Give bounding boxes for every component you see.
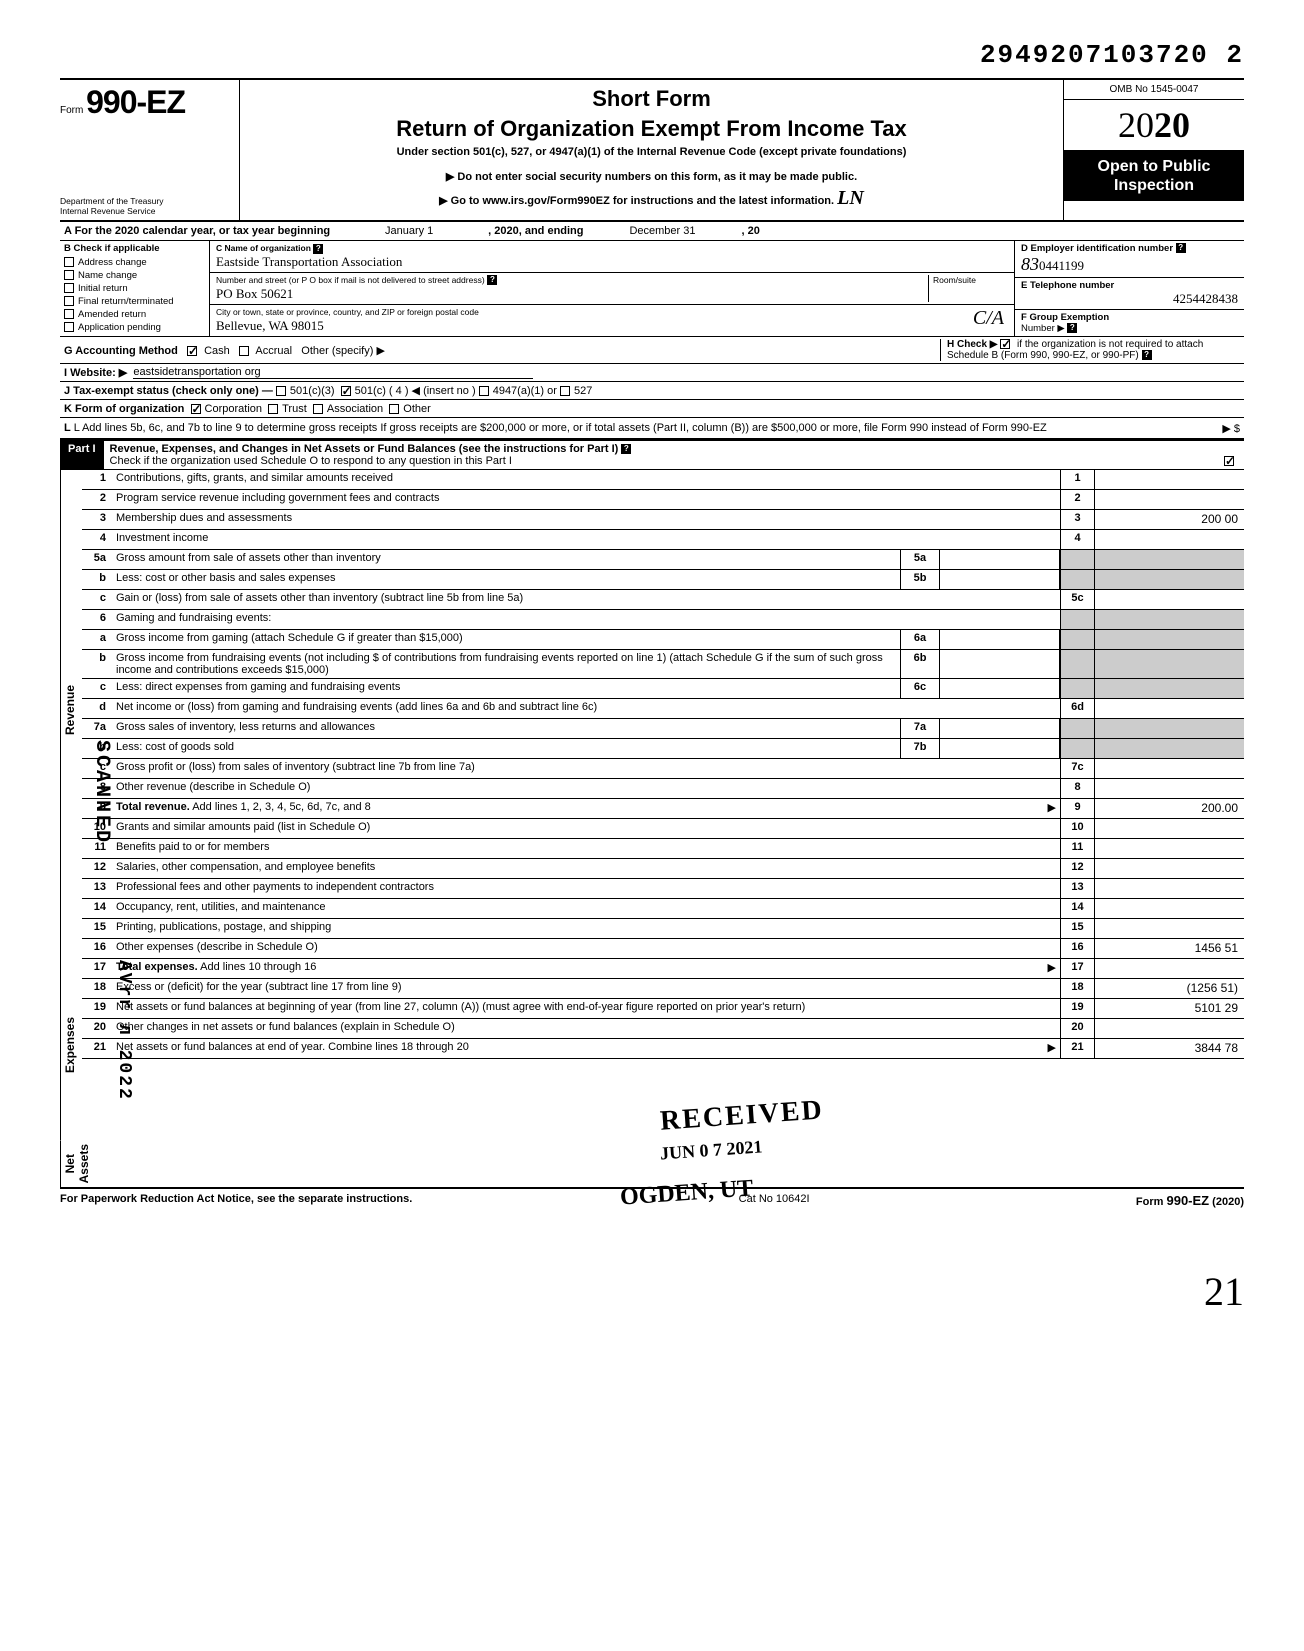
chk-corporation[interactable] [191,404,201,414]
table-row: 16Other expenses (describe in Schedule O… [82,939,1244,959]
entity-info-block: B Check if applicable Address change Nam… [60,241,1244,337]
chk-name-change[interactable]: Name change [60,269,209,282]
org-name: Eastside Transportation Association [216,254,402,269]
side-net-assets: Net Assets [60,1140,82,1187]
chk-amended-return[interactable]: Amended return [60,308,209,321]
page-number: 21 [60,1268,1244,1315]
help-icon: ? [1176,243,1186,253]
table-row: 15Printing, publications, postage, and s… [82,919,1244,939]
phone: 4254428438 [1021,291,1238,307]
table-row: bLess: cost of goods sold7b [82,739,1244,759]
table-row: bGross income from fundraising events (n… [82,650,1244,679]
table-row: 2Program service revenue including gover… [82,490,1244,510]
table-row: cGain or (loss) from sale of assets othe… [82,590,1244,610]
note-ssn: ▶ Do not enter social security numbers o… [250,170,1053,183]
table-row: 21Net assets or fund balances at end of … [82,1039,1244,1059]
table-row: 19Net assets or fund balances at beginni… [82,999,1244,1019]
chk-4947[interactable] [479,386,489,396]
side-expenses: Expenses [60,950,82,1140]
form-number: Form 990-EZ [60,84,233,121]
form-title: Return of Organization Exempt From Incom… [250,116,1053,142]
table-row: 5aGross amount from sale of assets other… [82,550,1244,570]
stamp-side-date: AVrr л 2022 [114,960,134,1101]
stamp-scanned: SCANNED [90,740,113,845]
table-row: 14Occupancy, rent, utilities, and mainte… [82,899,1244,919]
table-row: 1Contributions, gifts, grants, and simil… [82,470,1244,490]
help-icon: ? [621,444,631,454]
tax-year: 2020 [1064,100,1244,151]
chk-address-change[interactable]: Address change [60,256,209,269]
chk-schedule-o[interactable] [1224,456,1234,466]
table-row: 11Benefits paid to or for members11 [82,839,1244,859]
table-row: 20Other changes in net assets or fund ba… [82,1019,1244,1039]
form-subtitle: Under section 501(c), 527, or 4947(a)(1)… [250,146,1053,158]
signature-initials: LN [837,187,864,209]
short-form-title: Short Form [250,86,1053,112]
chk-501c3[interactable] [276,386,286,396]
table-row: 8Other revenue (describe in Schedule O)8 [82,779,1244,799]
document-id: 2949207103720 2 [60,40,1244,70]
table-row: cGross profit or (loss) from sales of in… [82,759,1244,779]
chk-other[interactable] [389,404,399,414]
open-to-public: Open to Public Inspection [1064,151,1244,201]
page-footer: For Paperwork Reduction Act Notice, see … [60,1187,1244,1208]
ein: 0441199 [1039,258,1084,273]
table-row: 13Professional fees and other payments t… [82,879,1244,899]
table-row: 9Total revenue. Add lines 1, 2, 3, 4, 5c… [82,799,1244,819]
table-row: 12Salaries, other compensation, and empl… [82,859,1244,879]
help-icon: ? [313,244,323,254]
chk-association[interactable] [313,404,323,414]
initials: C/A [973,307,1004,330]
table-row: 7aGross sales of inventory, less returns… [82,719,1244,739]
table-row: 3Membership dues and assessments3200 00 [82,510,1244,530]
note-url: ▶ Go to www.irs.gov/Form990EZ for instru… [250,187,1053,210]
chk-schedule-b[interactable] [1000,339,1010,349]
line-l: L L Add lines 5b, 6c, and 7b to line 9 t… [60,418,1244,439]
chk-501c[interactable] [341,386,351,396]
department: Department of the Treasury Internal Reve… [60,197,233,216]
table-row: aGross income from gaming (attach Schedu… [82,630,1244,650]
org-address: PO Box 50621 [216,286,293,301]
table-row: cLess: direct expenses from gaming and f… [82,679,1244,699]
line-j: J Tax-exempt status (check only one) — 5… [60,382,1244,400]
chk-application-pending[interactable]: Application pending [60,321,209,334]
table-row: 17Total expenses. Add lines 10 through 1… [82,959,1244,979]
form-header: Form 990-EZ Department of the Treasury I… [60,78,1244,222]
help-icon: ? [1067,323,1077,333]
chk-cash[interactable] [187,346,197,356]
table-row: 6Gaming and fundraising events: [82,610,1244,630]
line-i: I Website: ▶ eastsidetransportation org [60,364,1244,382]
omb-number: OMB No 1545-0047 [1064,80,1244,100]
part-1-header: Part I Revenue, Expenses, and Changes in… [60,439,1244,470]
chk-trust[interactable] [268,404,278,414]
help-icon: ? [1142,350,1152,360]
org-city: Bellevue, WA 98015 [216,318,324,333]
table-row: 10Grants and similar amounts paid (list … [82,819,1244,839]
part-1-table: Revenue Expenses Net Assets 1Contributio… [60,470,1244,1187]
chk-527[interactable] [560,386,570,396]
website: eastsidetransportation org [133,366,533,379]
line-g-h: G Accounting Method Cash Accrual Other (… [60,337,1244,364]
table-row: 18Excess or (deficit) for the year (subt… [82,979,1244,999]
table-row: bLess: cost or other basis and sales exp… [82,570,1244,590]
chk-final-return[interactable]: Final return/terminated [60,295,209,308]
chk-accrual[interactable] [239,346,249,356]
table-row: 4Investment income4 [82,530,1244,550]
chk-initial-return[interactable]: Initial return [60,282,209,295]
table-row: dNet income or (loss) from gaming and fu… [82,699,1244,719]
col-b-header: B Check if applicable [60,241,209,256]
side-revenue: Revenue [60,470,82,950]
row-a-tax-year: A For the 2020 calendar year, or tax yea… [60,222,1244,241]
help-icon: ? [487,275,497,285]
line-k: K Form of organization Corporation Trust… [60,400,1244,418]
